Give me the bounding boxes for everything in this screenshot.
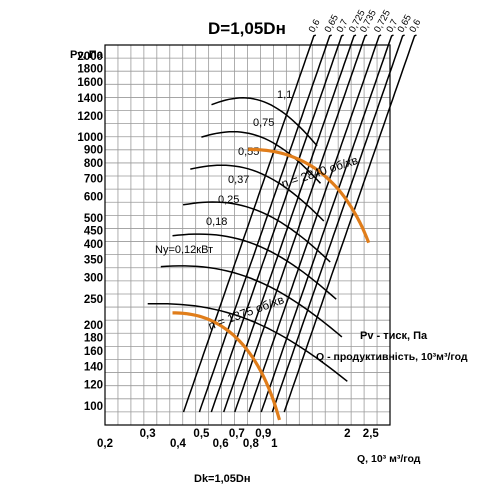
y-tick-label: 140 <box>84 362 103 374</box>
y-tick-label: 1400 <box>77 93 103 105</box>
legend-pressure: Pv - тиск, Па <box>360 330 428 342</box>
y-tick-label: 400 <box>84 239 103 251</box>
grid <box>105 45 390 425</box>
power-line-label: Ny=0,12кВт <box>155 244 213 256</box>
y-tick-label: 200 <box>84 320 103 332</box>
efficiency-line <box>260 34 394 413</box>
chart-title: D=1,05Dн <box>208 19 286 38</box>
efficiency-line <box>198 34 333 413</box>
efficiency-label: 0,6 <box>407 18 423 35</box>
power-line <box>147 302 348 382</box>
efficiency-label: 0,7 <box>335 18 351 35</box>
x-tick-label: 2 <box>344 428 350 440</box>
y-tick-label: 1000 <box>77 132 103 144</box>
y-tick-label: 160 <box>84 346 103 358</box>
speed-curve-label: n = 2840 об/хв <box>280 153 360 191</box>
y-tick-label: 1200 <box>77 111 103 123</box>
efficiency-line <box>182 34 317 413</box>
y-axis-label: Pv, Па <box>70 49 104 61</box>
power-line <box>211 97 318 147</box>
y-tick-label: 300 <box>84 273 103 285</box>
power-line-label: 1,1 <box>277 89 292 101</box>
y-tick-label: 800 <box>84 158 103 170</box>
y-tick-label: 1800 <box>77 63 103 75</box>
bottom-subtitle: Dk=1,05Dн <box>194 473 250 485</box>
speed-curve <box>248 147 371 244</box>
y-tick-label: 2000 <box>77 51 103 63</box>
speed-curve <box>172 311 282 421</box>
x-tick-label: 0,8 <box>243 438 260 450</box>
power-line-label: 0,25 <box>218 194 239 206</box>
power-line <box>172 233 337 300</box>
x-tick-label: 0,4 <box>170 438 187 450</box>
power-line <box>190 164 325 222</box>
y-tick-label: 100 <box>84 401 103 413</box>
efficiency-line <box>234 34 368 413</box>
y-tick-label: 600 <box>84 192 103 204</box>
efficiency-label: 0,6 <box>307 18 323 35</box>
y-tick-label: 1600 <box>77 77 103 89</box>
y-tick-label: 250 <box>84 294 103 306</box>
y-tick-label: 700 <box>84 174 103 186</box>
efficiency-label: 0,7 <box>384 18 400 35</box>
power-line <box>182 201 331 263</box>
x-tick-label: 0,9 <box>255 428 271 440</box>
y-tick-label: 350 <box>84 255 103 267</box>
x-tick-label: 0,5 <box>193 428 210 440</box>
efficiency-line <box>248 34 382 413</box>
x-axis-label: Q, 10³ м³/год <box>357 453 421 465</box>
x-tick-labels: 0,2 0,3 0,4 0,50,60,70,80,91 2 2,5 <box>97 428 379 450</box>
efficiency-line <box>271 34 405 413</box>
y-tick-label: 500 <box>84 213 103 225</box>
power-line-label: 0,75 <box>253 117 274 129</box>
x-tick-label: 0,7 <box>229 428 245 440</box>
y-tick-label: 120 <box>84 380 103 392</box>
x-tick-label: 1 <box>271 438 278 450</box>
speed-curves: n = 2840 об/хвn = 1375 об/хв <box>172 147 371 421</box>
legend-flow: Q - продуктивність, 10³м³/год <box>316 351 468 363</box>
x-tick-label: 0,3 <box>140 428 156 440</box>
power-line <box>201 130 322 184</box>
power-line-label: 0,37 <box>228 174 249 186</box>
x-tick-label: 0,6 <box>213 438 229 450</box>
y-tick-label: 900 <box>84 144 103 156</box>
y-tick-labels: 2000180016001400120010009008007006005004… <box>77 51 103 413</box>
x-tick-label: 0,2 <box>97 438 113 450</box>
y-tick-label: 450 <box>84 225 103 237</box>
y-tick-label: 180 <box>84 332 103 344</box>
power-line <box>160 265 343 338</box>
efficiency-line <box>283 34 417 413</box>
plot-frame <box>104 44 391 426</box>
power-line-label: 0,18 <box>206 216 227 228</box>
x-tick-label: 2,5 <box>363 428 380 440</box>
